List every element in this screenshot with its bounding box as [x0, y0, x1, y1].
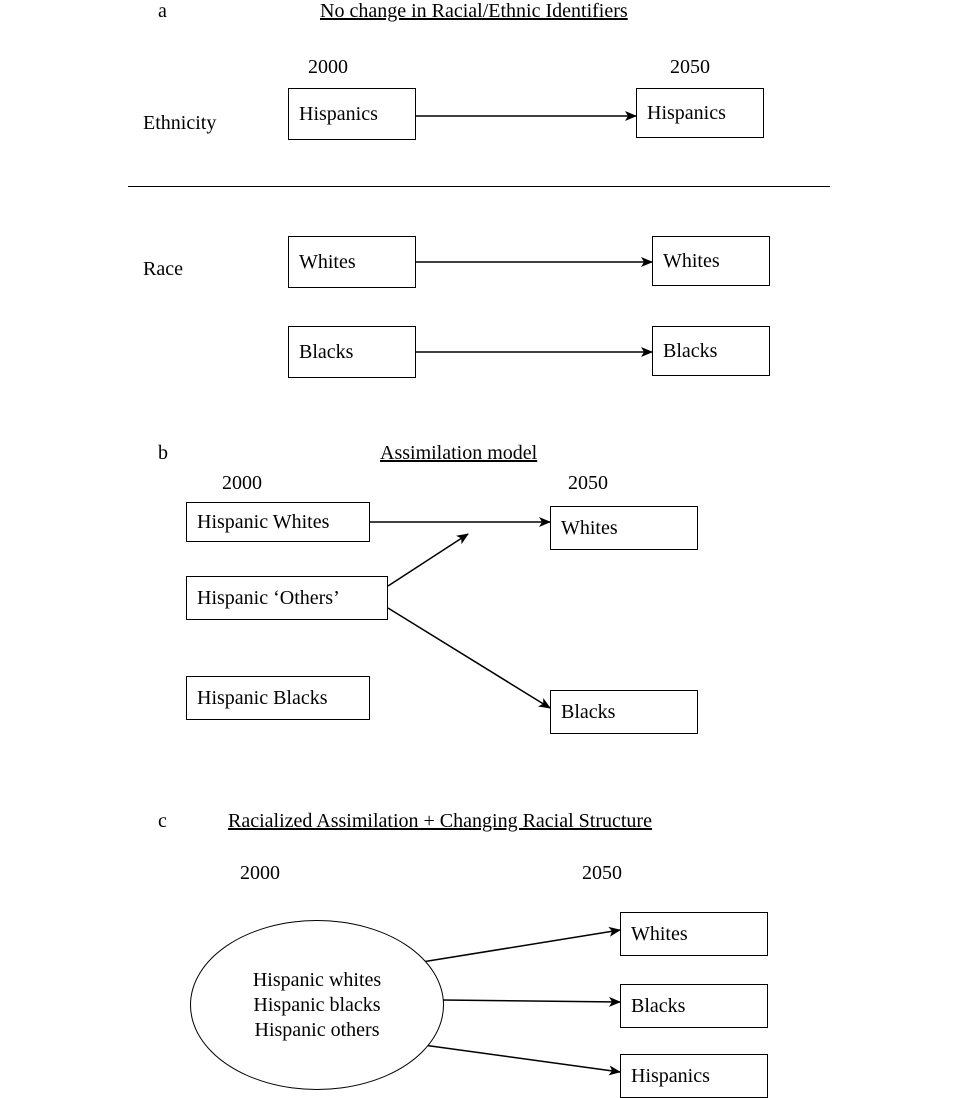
box-panels-a-boxes-blacks_l: Blacks [288, 326, 416, 378]
label-panels-b-year_left: 2000 [222, 472, 262, 495]
ellipse-panel-c: Hispanic whitesHispanic blacksHispanic o… [190, 920, 444, 1090]
box-panels-b-boxes-blacks: Blacks [550, 690, 698, 734]
ellipse-line: Hispanic whites [253, 968, 381, 993]
label-panels-b-title: Assimilation model [380, 442, 537, 465]
box-panels-c-boxes-whites: Whites [620, 912, 768, 956]
box-panels-a-boxes-hisp_r: Hispanics [636, 88, 764, 138]
box-panels-b-boxes-hw: Hispanic Whites [186, 502, 370, 542]
label-panels-a-year_left: 2000 [308, 56, 348, 79]
label-panels-a-year_right: 2050 [670, 56, 710, 79]
ellipse-line: Hispanic blacks [253, 993, 380, 1018]
label-panels-c-year_right: 2050 [582, 862, 622, 885]
box-panels-a-boxes-hisp_l: Hispanics [288, 88, 416, 140]
box-panels-c-boxes-hispanics: Hispanics [620, 1054, 768, 1098]
label-panels-a-letter: a [158, 0, 167, 23]
label-panels-b-letter: b [158, 442, 168, 465]
arrow-layer [0, 0, 960, 1098]
box-panels-a-boxes-blacks_r: Blacks [652, 326, 770, 376]
panel-a-divider [128, 186, 830, 187]
arrow-4 [388, 534, 468, 586]
box-panels-a-boxes-whites_r: Whites [652, 236, 770, 286]
box-panels-a-boxes-whites_l: Whites [288, 236, 416, 288]
label-panels-a-title: No change in Racial/Ethnic Identifiers [320, 0, 628, 23]
label-panels-a-row_labels-ethnicity: Ethnicity [143, 112, 216, 135]
box-panels-b-boxes-whites: Whites [550, 506, 698, 550]
label-panels-c-year_left: 2000 [240, 862, 280, 885]
box-panels-c-boxes-blacks: Blacks [620, 984, 768, 1028]
ellipse-line: Hispanic others [255, 1018, 380, 1043]
label-panels-c-letter: c [158, 810, 167, 833]
diagram-stage: a No change in Racial/Ethnic Identifiers 2… [0, 0, 960, 1098]
box-panels-b-boxes-ho: Hispanic ‘Others’ [186, 576, 388, 620]
arrow-7 [442, 1000, 620, 1002]
arrow-8 [416, 1044, 620, 1072]
box-panels-b-boxes-hb: Hispanic Blacks [186, 676, 370, 720]
arrow-5 [388, 608, 550, 708]
label-panels-c-title: Racialized Assimilation + Changing Racia… [228, 810, 652, 833]
label-panels-b-year_right: 2050 [568, 472, 608, 495]
arrow-6 [422, 930, 620, 962]
label-panels-a-row_labels-race: Race [143, 258, 183, 281]
